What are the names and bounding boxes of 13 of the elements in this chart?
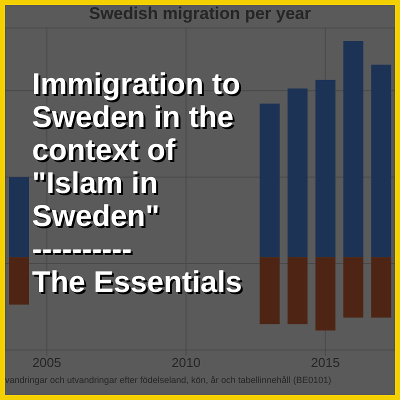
bar: [9, 257, 29, 305]
bar: [343, 257, 364, 318]
annotation: Immigration to Sweden in the context of "Islam in Sweden" ---------- The Essentials: [32, 68, 242, 299]
bar: [371, 64, 392, 258]
bar: [315, 80, 336, 258]
bar: [343, 40, 364, 258]
bar: [288, 257, 308, 324]
bar: [9, 177, 29, 258]
bar: [260, 257, 280, 324]
bar: [260, 104, 280, 258]
bar: [315, 257, 336, 331]
bar: [288, 88, 308, 258]
bar: [371, 257, 392, 318]
